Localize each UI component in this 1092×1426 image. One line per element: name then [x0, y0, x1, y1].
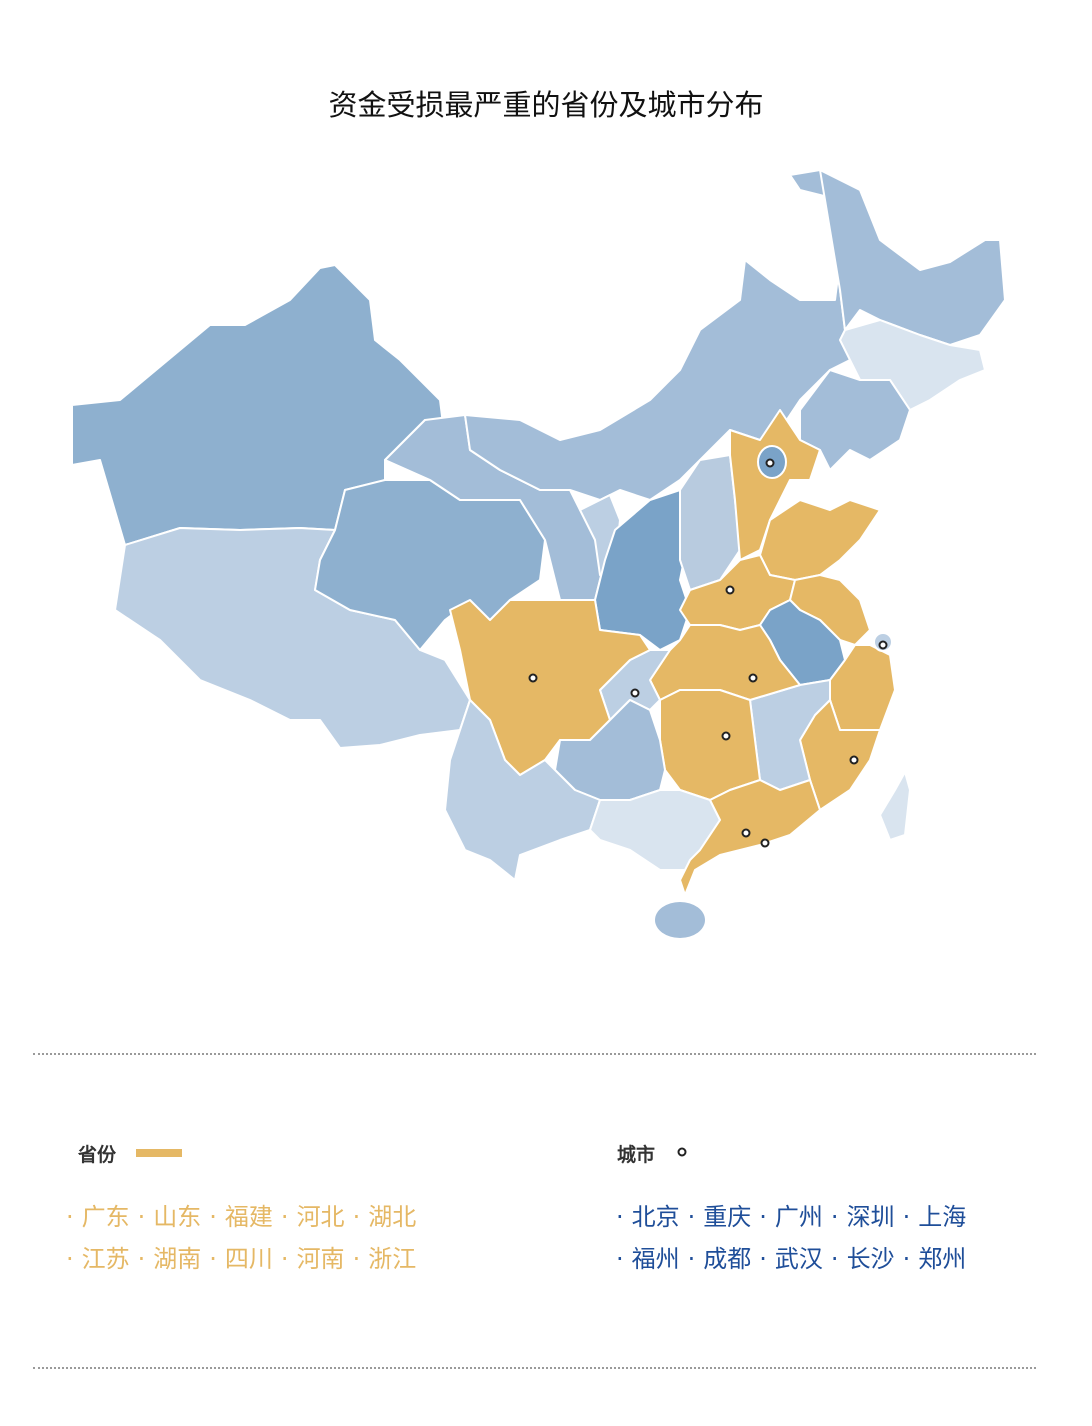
- legend-label: 省份: [78, 1144, 117, 1166]
- city-name: 广州: [774, 1203, 823, 1231]
- separator: ·: [759, 1203, 767, 1231]
- separator: ·: [830, 1203, 839, 1231]
- province-list: · 广东 · 山东 · 福建 · 河北 · 湖北 · 江苏 · 湖南 · 四川 · 河南 · 浙江: [58, 1196, 498, 1280]
- separator: ·: [352, 1245, 361, 1273]
- city-swatch: [677, 1147, 687, 1157]
- province-name: 河南: [296, 1245, 345, 1273]
- city-name: 上海: [918, 1203, 967, 1231]
- city-list: · 北京 · 重庆 · 广州 · 深圳 · 上海 · 福州 · 成都 · 武汉 · 长沙 · 郑州: [608, 1196, 1048, 1280]
- list-row: · 北京 · 重庆 · 广州 · 深圳 · 上海: [608, 1196, 1048, 1238]
- city-name: 郑州: [918, 1245, 967, 1273]
- separator: ·: [687, 1245, 696, 1273]
- separator: ·: [616, 1245, 624, 1273]
- city-name: 重庆: [703, 1203, 752, 1231]
- city-name: 长沙: [846, 1245, 895, 1273]
- province-name: 湖南: [153, 1245, 202, 1273]
- province-swatch: [136, 1149, 182, 1157]
- province-name: 江苏: [81, 1245, 130, 1273]
- city-name: 深圳: [846, 1203, 895, 1231]
- province-name: 浙江: [368, 1245, 417, 1273]
- regions: [71, 169, 1006, 938]
- separator: ·: [66, 1203, 74, 1231]
- province-name: 山东: [153, 1203, 202, 1231]
- separator: ·: [209, 1245, 217, 1273]
- legend-label: 城市: [617, 1144, 656, 1166]
- city-name: 成都: [703, 1245, 752, 1273]
- separator: ·: [352, 1203, 361, 1231]
- separator: ·: [280, 1203, 289, 1231]
- china-map: [71, 169, 1006, 938]
- separator: ·: [209, 1203, 217, 1231]
- list-row: · 福州 · 成都 · 武汉 · 长沙 · 郑州: [608, 1238, 1048, 1280]
- separator: ·: [902, 1245, 911, 1273]
- separator: ·: [687, 1203, 696, 1231]
- city-name: 武汉: [774, 1245, 823, 1273]
- list-row: · 江苏 · 湖南 · 四川 · 河南 · 浙江: [58, 1238, 498, 1280]
- separator: ·: [137, 1203, 146, 1231]
- separator: ·: [902, 1203, 911, 1231]
- city-name: 北京: [631, 1203, 680, 1231]
- list-row: · 广东 · 山东 · 福建 · 河北 · 湖北: [58, 1196, 498, 1238]
- divider: [33, 1053, 1036, 1055]
- city-dots: [528, 458, 888, 848]
- separator: ·: [137, 1245, 146, 1273]
- province-name: 河北: [296, 1203, 345, 1231]
- separator: ·: [830, 1245, 839, 1273]
- separator: ·: [280, 1245, 289, 1273]
- separator: ·: [66, 1245, 74, 1273]
- city-name: 福州: [631, 1245, 680, 1273]
- province-name: 湖北: [368, 1203, 417, 1231]
- divider: [33, 1367, 1036, 1369]
- separator: ·: [616, 1203, 624, 1231]
- province-name: 广东: [81, 1203, 130, 1231]
- title: 资金受损最严重的省份及城市分布: [328, 88, 764, 122]
- separator: ·: [759, 1245, 767, 1273]
- province-name: 福建: [224, 1203, 273, 1231]
- province-name: 四川: [224, 1245, 273, 1273]
